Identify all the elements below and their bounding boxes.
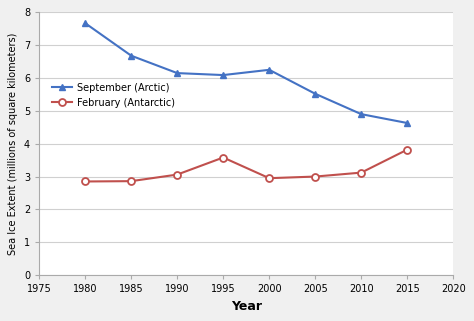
Line: February (Antarctic): February (Antarctic) xyxy=(82,146,411,185)
Line: September (Arctic): September (Arctic) xyxy=(82,20,411,126)
September (Arctic) xyxy=(82,21,88,25)
February (Antarctic) xyxy=(220,156,226,160)
Y-axis label: Sea Ice Extent (millions of square kilometers): Sea Ice Extent (millions of square kilom… xyxy=(9,32,18,255)
X-axis label: Year: Year xyxy=(231,300,262,313)
Legend: September (Arctic), February (Antarctic): September (Arctic), February (Antarctic) xyxy=(52,83,174,108)
September (Arctic) xyxy=(312,92,318,96)
September (Arctic) xyxy=(404,121,410,125)
February (Antarctic) xyxy=(266,176,272,180)
February (Antarctic) xyxy=(128,179,134,183)
September (Arctic) xyxy=(358,112,364,116)
February (Antarctic) xyxy=(82,179,88,183)
February (Antarctic) xyxy=(174,173,180,177)
February (Antarctic) xyxy=(312,175,318,178)
February (Antarctic) xyxy=(358,171,364,175)
September (Arctic) xyxy=(266,68,272,72)
February (Antarctic) xyxy=(404,148,410,152)
September (Arctic) xyxy=(220,73,226,77)
September (Arctic) xyxy=(174,71,180,75)
September (Arctic) xyxy=(128,54,134,57)
